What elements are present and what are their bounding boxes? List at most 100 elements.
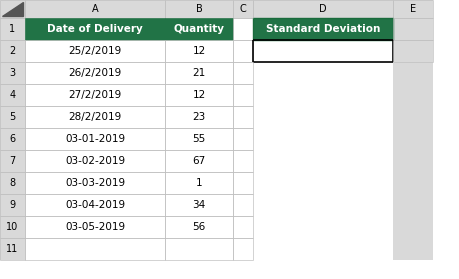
Bar xyxy=(0,150,25,172)
Bar xyxy=(233,40,253,62)
Bar xyxy=(253,128,393,150)
Text: Date of Delivery: Date of Delivery xyxy=(47,24,143,34)
Bar xyxy=(165,18,233,40)
Bar xyxy=(0,40,25,62)
Bar xyxy=(393,172,433,194)
Bar xyxy=(25,62,165,84)
Text: 21: 21 xyxy=(192,68,206,78)
Bar xyxy=(165,238,233,260)
Text: 12: 12 xyxy=(192,90,206,100)
Bar xyxy=(25,128,165,150)
Bar xyxy=(253,238,393,260)
Bar xyxy=(25,106,165,128)
Bar xyxy=(165,84,233,106)
Bar xyxy=(233,238,253,260)
Bar xyxy=(253,84,393,106)
Bar xyxy=(233,150,253,172)
Text: 7: 7 xyxy=(9,156,16,166)
Bar xyxy=(165,128,233,150)
Bar xyxy=(0,62,25,84)
Bar xyxy=(25,150,165,172)
Bar xyxy=(393,106,433,128)
Polygon shape xyxy=(2,2,23,16)
Text: 8: 8 xyxy=(10,178,16,188)
Bar xyxy=(393,238,433,260)
Text: 03-03-2019: 03-03-2019 xyxy=(65,178,125,188)
Bar xyxy=(253,0,393,18)
Text: 56: 56 xyxy=(192,222,206,232)
Text: 34: 34 xyxy=(192,200,206,210)
Bar xyxy=(0,172,25,194)
Bar xyxy=(165,150,233,172)
Bar xyxy=(233,84,253,106)
Text: 2: 2 xyxy=(9,46,16,56)
Text: 28/2/2019: 28/2/2019 xyxy=(68,112,122,122)
Text: 03-02-2019: 03-02-2019 xyxy=(65,156,125,166)
Bar xyxy=(165,106,233,128)
Bar xyxy=(393,62,433,84)
Bar xyxy=(393,128,433,150)
Bar xyxy=(253,62,393,84)
Bar xyxy=(233,106,253,128)
Text: A: A xyxy=(92,4,98,14)
Text: 27/2/2019: 27/2/2019 xyxy=(68,90,122,100)
Text: 03-04-2019: 03-04-2019 xyxy=(65,200,125,210)
Bar xyxy=(233,0,253,18)
Bar xyxy=(253,216,393,238)
Bar xyxy=(25,84,165,106)
Bar xyxy=(0,128,25,150)
Bar xyxy=(25,40,165,62)
Bar xyxy=(233,128,253,150)
Bar xyxy=(25,216,165,238)
Bar xyxy=(393,194,433,216)
Text: 11: 11 xyxy=(6,244,19,254)
Bar xyxy=(393,84,433,106)
Text: 12: 12 xyxy=(192,46,206,56)
Bar xyxy=(393,150,433,172)
Text: 23: 23 xyxy=(192,112,206,122)
Bar xyxy=(165,172,233,194)
Text: 03-05-2019: 03-05-2019 xyxy=(65,222,125,232)
Bar xyxy=(0,18,25,40)
Bar xyxy=(393,40,433,62)
Text: 03-01-2019: 03-01-2019 xyxy=(65,134,125,144)
Text: 5: 5 xyxy=(9,112,16,122)
Bar xyxy=(253,106,393,128)
Bar xyxy=(0,106,25,128)
Bar xyxy=(253,172,393,194)
Bar xyxy=(25,172,165,194)
Bar xyxy=(233,62,253,84)
Text: 3: 3 xyxy=(10,68,16,78)
Text: 4: 4 xyxy=(10,90,16,100)
Text: 1: 1 xyxy=(10,24,16,34)
Bar xyxy=(393,0,433,18)
Bar xyxy=(253,150,393,172)
Text: 67: 67 xyxy=(192,156,206,166)
Bar xyxy=(233,18,253,40)
Text: 25/2/2019: 25/2/2019 xyxy=(68,46,122,56)
Bar xyxy=(253,40,393,62)
Text: 9: 9 xyxy=(10,200,16,210)
Bar xyxy=(253,18,393,40)
Text: 55: 55 xyxy=(192,134,206,144)
Text: C: C xyxy=(240,4,246,14)
Bar xyxy=(393,18,433,40)
Bar xyxy=(25,0,165,18)
Bar xyxy=(165,216,233,238)
Bar xyxy=(0,194,25,216)
Text: 26/2/2019: 26/2/2019 xyxy=(68,68,122,78)
Bar xyxy=(233,194,253,216)
Text: Quantity: Quantity xyxy=(174,24,224,34)
Bar xyxy=(165,40,233,62)
Bar xyxy=(233,216,253,238)
Text: B: B xyxy=(196,4,202,14)
Text: 6: 6 xyxy=(10,134,16,144)
Bar xyxy=(25,194,165,216)
Bar xyxy=(165,194,233,216)
Bar xyxy=(0,84,25,106)
Bar xyxy=(393,216,433,238)
Bar xyxy=(165,0,233,18)
Bar xyxy=(25,18,165,40)
Bar xyxy=(233,172,253,194)
Text: 1: 1 xyxy=(196,178,202,188)
